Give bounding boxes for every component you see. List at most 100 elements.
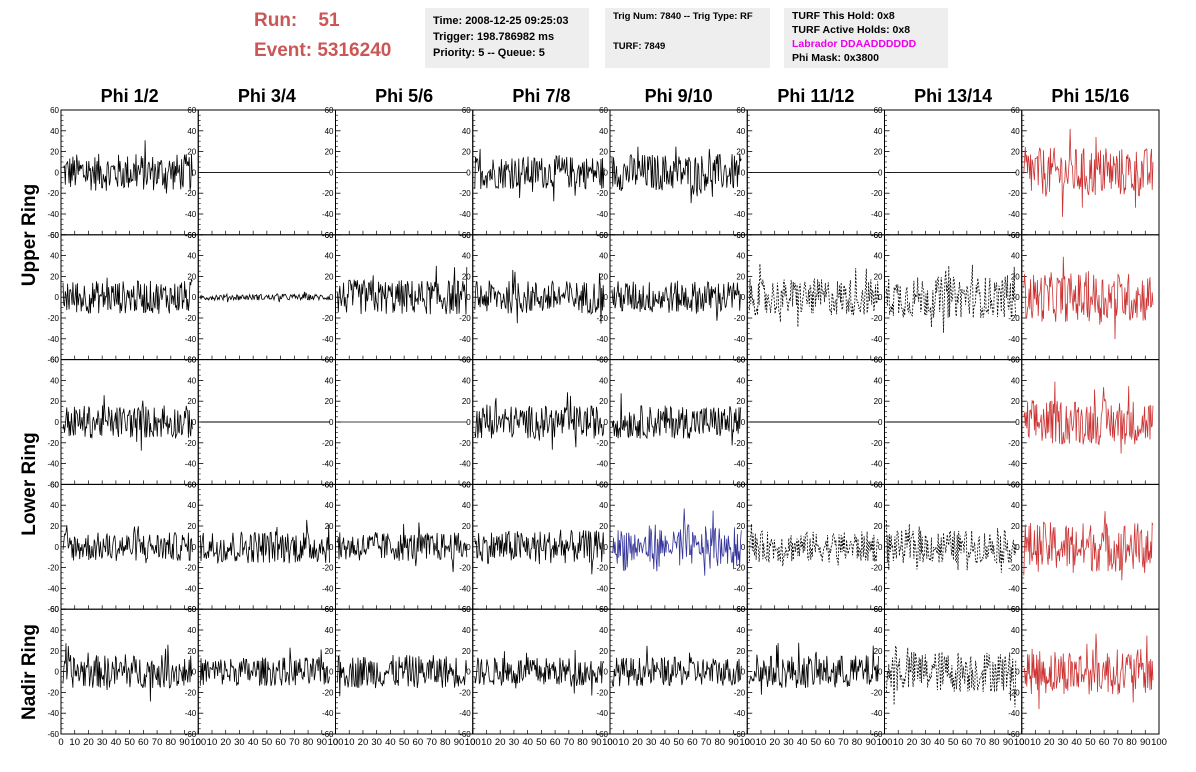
y-tick-label: -60 [322, 730, 334, 739]
y-tick-label: 40 [325, 376, 334, 385]
x-tick-label: 40 [934, 737, 945, 748]
y-tick-label: 60 [736, 231, 745, 240]
y-tick-label: 40 [462, 501, 471, 510]
y-tick-label: -40 [596, 460, 608, 469]
y-tick-label: -20 [734, 189, 746, 198]
x-tick-label: 70 [975, 737, 986, 748]
y-tick-label: 0 [741, 543, 746, 552]
x-tick-label: 40 [385, 737, 396, 748]
y-tick-label: 0 [329, 543, 334, 552]
waveform-trace [62, 277, 193, 314]
y-tick-label: 40 [1011, 127, 1020, 136]
x-tick-label: 30 [920, 737, 931, 748]
y-tick-label: 40 [874, 252, 883, 261]
y-tick-label: 60 [599, 106, 608, 115]
y-tick-label: 20 [187, 148, 196, 157]
y-tick-label: 60 [874, 480, 883, 489]
y-tick-label: -20 [47, 564, 59, 573]
y-tick-label: -40 [459, 584, 471, 593]
y-tick-label: 40 [462, 127, 471, 136]
waveform-trace [611, 146, 742, 204]
x-tick-label: 80 [303, 737, 314, 748]
x-tick-label: 70 [289, 737, 300, 748]
y-tick-label: -20 [596, 688, 608, 697]
y-tick-label: -40 [734, 210, 746, 219]
panel-frame [197, 234, 336, 361]
trigger-text: Trigger: 198.786982 ms [433, 31, 555, 43]
y-tick-label: 0 [466, 418, 471, 427]
y-tick-label: -20 [185, 189, 197, 198]
y-tick-label: 40 [1011, 501, 1020, 510]
y-tick-label: 20 [736, 397, 745, 406]
y-tick-label: -20 [459, 564, 471, 573]
y-tick-label: -20 [185, 314, 197, 323]
y-tick-label: 20 [874, 397, 883, 406]
y-tick-label: 60 [325, 605, 334, 614]
waveform-trace [611, 508, 742, 576]
waveform-trace [337, 522, 468, 573]
y-tick-label: -20 [871, 439, 883, 448]
waveform-trace [748, 642, 879, 695]
y-tick-label: 0 [604, 168, 609, 177]
x-tick-label: 100 [602, 737, 618, 748]
y-tick-label: 0 [878, 168, 883, 177]
x-tick-label: 60 [550, 737, 561, 748]
waveform-trace [199, 291, 330, 303]
turf-hold-text: TURF This Hold: 0x8 [792, 10, 895, 22]
y-tick-label: -40 [1008, 460, 1020, 469]
waveform-trace [748, 263, 879, 328]
y-tick-label: 0 [329, 668, 334, 677]
y-tick-label: 0 [604, 293, 609, 302]
y-tick-label: 60 [736, 480, 745, 489]
waveform-trace [611, 280, 742, 321]
y-tick-label: 40 [599, 252, 608, 261]
y-tick-label: 40 [187, 252, 196, 261]
y-tick-label: 60 [736, 605, 745, 614]
y-tick-label: -40 [47, 460, 59, 469]
y-tick-label: -60 [734, 480, 746, 489]
y-tick-label: -60 [596, 356, 608, 365]
x-tick-label: 70 [838, 737, 849, 748]
y-tick-label: 0 [466, 668, 471, 677]
priority-text: Priority: 5 -- Queue: 5 [433, 47, 545, 59]
y-tick-label: 20 [187, 522, 196, 531]
x-tick-label: 70 [152, 737, 163, 748]
y-tick-label: 20 [1011, 522, 1020, 531]
y-tick-label: 40 [874, 376, 883, 385]
column-title: Phi 5/6 [375, 86, 434, 106]
y-tick-label: 0 [1015, 293, 1020, 302]
y-tick-label: -20 [734, 564, 746, 573]
y-tick-label: 0 [741, 168, 746, 177]
time-text: Time: 2008-12-25 09:25:03 [433, 15, 569, 27]
y-tick-label: -40 [459, 460, 471, 469]
x-tick-label: 80 [577, 737, 588, 748]
y-tick-label: 20 [462, 647, 471, 656]
x-tick-label: 60 [962, 737, 973, 748]
x-tick-label: 20 [632, 737, 643, 748]
y-tick-label: 40 [462, 626, 471, 635]
x-tick-label: 10 [481, 737, 492, 748]
x-tick-label: 30 [371, 737, 382, 748]
x-tick-label: 80 [989, 737, 1000, 748]
panel-frame [472, 109, 611, 236]
y-tick-label: 0 [604, 418, 609, 427]
y-tick-label: 40 [325, 501, 334, 510]
y-tick-label: -20 [1008, 189, 1020, 198]
y-tick-label: -40 [734, 584, 746, 593]
waveform-trace [337, 265, 468, 315]
x-tick-label: 60 [1099, 737, 1110, 748]
waveform-trace [62, 140, 193, 194]
y-tick-label: 40 [736, 376, 745, 385]
y-tick-label: -20 [871, 564, 883, 573]
y-tick-label: 0 [329, 418, 334, 427]
